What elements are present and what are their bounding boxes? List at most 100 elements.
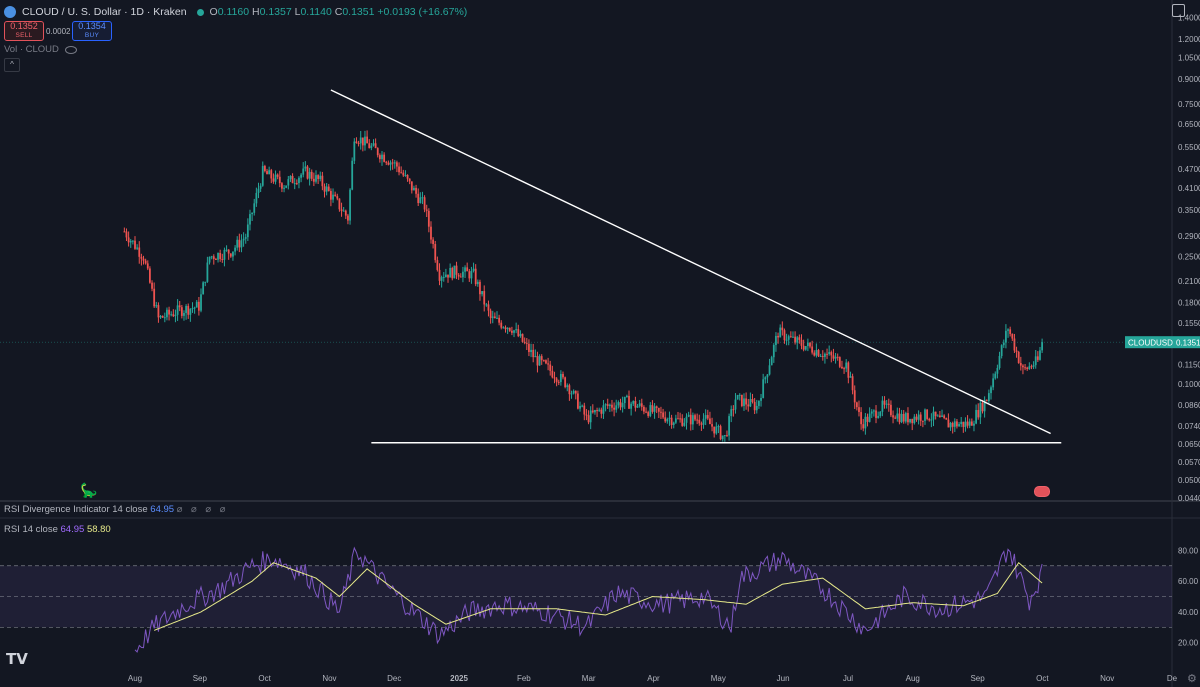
candle-body xyxy=(300,174,302,178)
candle-body xyxy=(953,421,956,427)
candle-body xyxy=(540,356,543,361)
candle-body xyxy=(442,276,445,278)
candle-body xyxy=(766,374,769,378)
candle-body xyxy=(566,385,569,388)
candle-body xyxy=(836,356,839,358)
candle-body xyxy=(538,356,541,366)
candle-body xyxy=(877,415,880,418)
candle-body xyxy=(685,416,688,423)
candle-body xyxy=(853,390,856,403)
candle-body xyxy=(506,327,509,330)
candle-body xyxy=(351,160,354,190)
gear-icon[interactable]: ⚙ xyxy=(1187,673,1197,685)
candle-body xyxy=(894,417,897,419)
candle-body xyxy=(336,196,339,199)
candle-body xyxy=(340,209,343,212)
candle-body xyxy=(436,260,439,270)
time-tick-label: 2025 xyxy=(450,674,468,683)
candle-body xyxy=(406,174,409,179)
eye-icon[interactable] xyxy=(64,45,77,54)
candle-body xyxy=(987,393,990,402)
candle-body xyxy=(312,178,315,182)
candle-body xyxy=(721,435,724,440)
candle-body xyxy=(225,249,228,251)
candle-body xyxy=(234,247,236,252)
candle-body xyxy=(200,294,202,311)
sell-button[interactable]: 0.1352 SELL xyxy=(4,21,44,41)
candle-body xyxy=(758,400,760,406)
fullscreen-icon[interactable] xyxy=(1172,4,1185,17)
candle-body xyxy=(491,316,494,318)
candle-body xyxy=(127,237,130,243)
rsi-ma-line xyxy=(154,561,1043,631)
candle-body xyxy=(391,162,394,164)
candle-body xyxy=(653,406,656,412)
candle-body xyxy=(811,346,814,353)
candle-body xyxy=(174,314,177,317)
candle-body xyxy=(696,419,699,421)
candle-body xyxy=(600,409,603,414)
candle-body xyxy=(670,417,673,425)
volume-legend[interactable]: Vol · CLOUD xyxy=(4,44,77,55)
candle-body xyxy=(772,344,775,358)
candle-body xyxy=(361,137,364,146)
candle-body xyxy=(276,174,279,177)
candle-body xyxy=(779,327,782,338)
candle-body xyxy=(481,291,483,295)
candle-body xyxy=(668,417,671,419)
candle-body xyxy=(938,415,941,418)
candle-body xyxy=(849,376,852,378)
candle-body xyxy=(994,373,997,379)
collapse-legend-button[interactable]: ^ xyxy=(4,58,20,72)
candle-body xyxy=(378,155,381,160)
candle-body xyxy=(870,411,873,414)
buy-button[interactable]: 0.1354 BUY xyxy=(72,21,112,41)
candle-body xyxy=(709,418,711,425)
candle-body xyxy=(353,141,356,161)
candle-body xyxy=(619,402,622,408)
candle-body xyxy=(302,168,305,175)
candle-body xyxy=(715,426,718,434)
candle-body xyxy=(159,315,162,318)
candle-body xyxy=(570,393,573,395)
candle-body xyxy=(189,308,192,315)
candle-body xyxy=(706,415,709,419)
rsi-legend[interactable]: RSI 14 close 64.95 58.80 xyxy=(4,524,111,535)
tradingview-logo[interactable]: TV xyxy=(6,650,28,668)
divergence-legend[interactable]: RSI Divergence Indicator 14 close 64.95 … xyxy=(4,504,229,515)
candle-body xyxy=(892,415,894,418)
candle-body xyxy=(125,231,128,238)
candle-body xyxy=(547,363,549,365)
candle-body xyxy=(775,335,777,345)
candle-body xyxy=(768,365,771,375)
candle-body xyxy=(149,268,151,283)
settings-icons: ⌀ ⌀ ⌀ ⌀ xyxy=(176,504,229,515)
candle-body xyxy=(583,405,586,415)
symbol-title[interactable]: CLOUD / U. S. Dollar · 1D · Kraken xyxy=(22,6,187,18)
candle-body xyxy=(613,407,616,410)
candle-body xyxy=(376,148,379,156)
time-tick-label: Oct xyxy=(258,674,271,683)
flag-icon[interactable] xyxy=(1034,486,1050,497)
candle-body xyxy=(572,390,575,394)
candle-body xyxy=(383,154,386,162)
time-tick-label: Aug xyxy=(128,674,142,683)
candle-body xyxy=(327,186,330,191)
candle-body xyxy=(472,268,475,271)
candle-body xyxy=(851,376,854,391)
candle-body xyxy=(602,405,605,414)
candle-body xyxy=(151,282,153,289)
price-tick-label: 1.4000 xyxy=(1178,13,1200,22)
candle-body xyxy=(917,414,920,420)
candle-body xyxy=(415,187,417,194)
candle-body xyxy=(736,395,739,400)
candle-body xyxy=(683,422,686,426)
candle-body xyxy=(606,404,609,406)
candle-body xyxy=(330,190,332,200)
